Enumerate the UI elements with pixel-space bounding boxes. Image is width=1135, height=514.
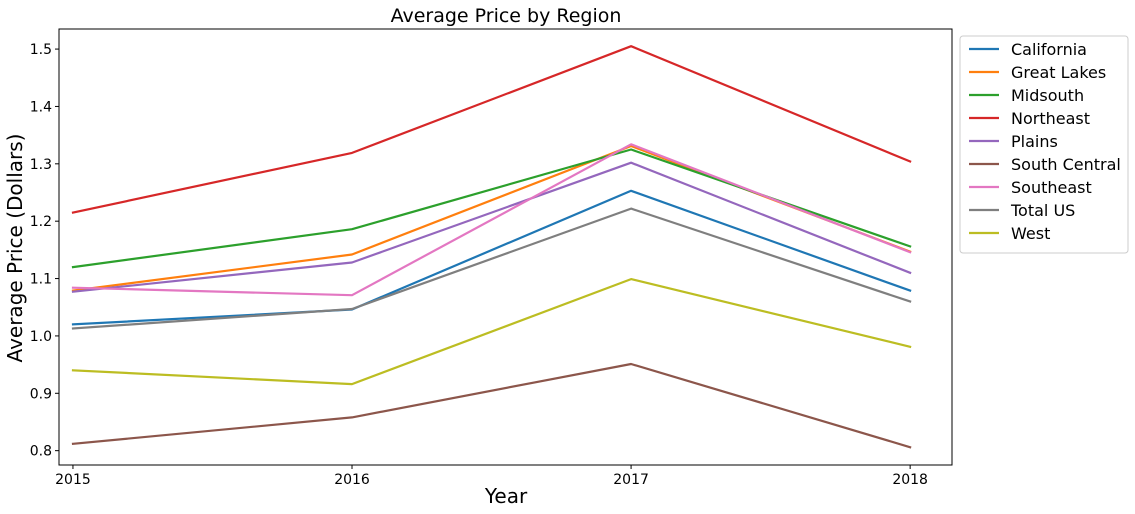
series-line-plains [71,161,912,293]
y-tick-label: 1.2 [30,214,52,230]
y-tick-label: 1.4 [30,99,52,115]
legend-label: West [1011,224,1050,243]
legend-label: Southeast [1011,178,1092,197]
series-line-great-lakes [71,144,912,292]
y-tick-label: 1.3 [30,157,52,173]
y-axis-title: Average Price (Dollars) [3,134,27,363]
legend-box [959,35,1129,254]
x-tick-label: 2015 [55,472,91,488]
series-line-west [71,278,912,386]
series-line-total-us [71,207,912,330]
y-tick-label: 0.8 [30,444,52,460]
series-line-northeast [71,45,912,214]
y-tick-label: 1.0 [30,329,52,345]
x-tick-label: 2018 [892,472,928,488]
series-line-california [71,189,912,326]
legend-label: Midsouth [1011,86,1084,105]
x-tick-label: 2017 [613,472,649,488]
plot-area: 0.8 0.9 1.0 1.1 1.2 1.3 1.4 1.5 2015 2016 2017 2018 [30,28,953,488]
series-line-southeast [71,143,912,297]
chart-title: Average Price by Region [391,5,622,27]
y-tick-label: 0.9 [30,386,52,402]
series-line-south-central [71,362,912,449]
legend: California Great Lakes Midsouth Northeast Pl… [959,35,1129,254]
legend-label: Total US [1010,201,1075,220]
x-axis-title: Year [484,484,528,508]
y-tick-label: 1.1 [30,272,52,288]
legend-label: Plains [1011,132,1058,151]
x-tick-label: 2016 [334,472,370,488]
legend-label: California [1011,40,1087,59]
legend-label: South Central [1011,155,1121,174]
plot-frame [58,28,953,466]
y-tick-label: 1.5 [30,42,52,58]
legend-label: Northeast [1011,109,1090,128]
legend-label: Great Lakes [1011,63,1106,82]
